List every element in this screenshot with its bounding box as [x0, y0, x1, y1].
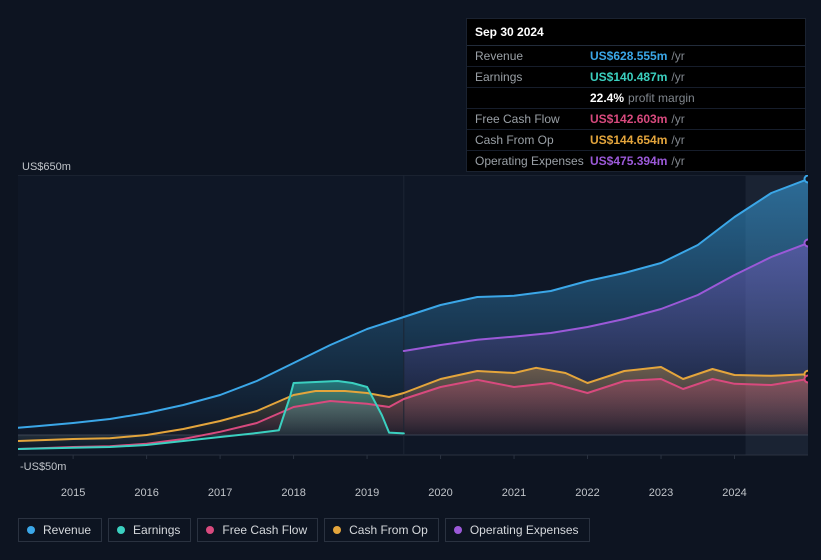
tooltip-value: 22.4% [590, 91, 624, 105]
tooltip-suffix: /yr [671, 70, 684, 84]
chart-container: Sep 30 2024 RevenueUS$628.555m/yrEarning… [0, 0, 821, 560]
legend-item[interactable]: Free Cash Flow [197, 518, 318, 542]
legend-dot-icon [117, 526, 125, 534]
legend-label: Earnings [133, 523, 180, 537]
tooltip-label: Revenue [475, 49, 590, 63]
chart-plot[interactable] [18, 175, 808, 480]
legend-label: Free Cash Flow [222, 523, 307, 537]
tooltip-value: US$140.487m [590, 70, 667, 84]
legend-label: Revenue [43, 523, 91, 537]
legend-label: Operating Expenses [470, 523, 579, 537]
x-axis-tick-label: 2017 [208, 487, 232, 499]
x-axis-tick-label: 2024 [722, 487, 746, 499]
tooltip-value: US$142.603m [590, 112, 667, 126]
legend-dot-icon [333, 526, 341, 534]
tooltip-date: Sep 30 2024 [467, 19, 805, 46]
tooltip-row: Cash From OpUS$144.654m/yr [467, 130, 805, 151]
tooltip-panel: Sep 30 2024 RevenueUS$628.555m/yrEarning… [466, 18, 806, 172]
legend-dot-icon [454, 526, 462, 534]
x-axis-tick-label: 2019 [355, 487, 379, 499]
legend: Revenue Earnings Free Cash Flow Cash From O… [18, 518, 590, 542]
legend-item[interactable]: Revenue [18, 518, 102, 542]
x-axis-tick-label: 2015 [61, 487, 85, 499]
tooltip-row: Free Cash FlowUS$142.603m/yr [467, 109, 805, 130]
tooltip-suffix: profit margin [628, 91, 695, 105]
tooltip-row: Operating ExpensesUS$475.394m/yr [467, 151, 805, 171]
tooltip-label: Operating Expenses [475, 154, 590, 168]
legend-item[interactable]: Earnings [108, 518, 191, 542]
tooltip-label: Cash From Op [475, 133, 590, 147]
tooltip-row: 22.4% profit margin [467, 88, 805, 109]
tooltip-label: Earnings [475, 70, 590, 84]
tooltip-value: US$628.555m [590, 49, 667, 63]
legend-item[interactable]: Cash From Op [324, 518, 439, 542]
x-axis-tick-label: 2023 [649, 487, 673, 499]
legend-item[interactable]: Operating Expenses [445, 518, 590, 542]
tooltip-suffix: /yr [671, 133, 684, 147]
tooltip-suffix: /yr [671, 112, 684, 126]
legend-dot-icon [27, 526, 35, 534]
tooltip-value: US$475.394m [590, 154, 667, 168]
tooltip-row: EarningsUS$140.487m/yr [467, 67, 805, 88]
tooltip-value: US$144.654m [590, 133, 667, 147]
y-axis-tick-label: US$650m [22, 161, 71, 173]
tooltip-label: Free Cash Flow [475, 112, 590, 126]
x-axis-tick-label: 2018 [281, 487, 305, 499]
x-axis-tick-label: 2021 [502, 487, 526, 499]
legend-dot-icon [206, 526, 214, 534]
x-axis-tick-label: 2016 [134, 487, 158, 499]
legend-label: Cash From Op [349, 523, 428, 537]
tooltip-rows: RevenueUS$628.555m/yrEarningsUS$140.487m… [467, 46, 805, 171]
tooltip-suffix: /yr [671, 49, 684, 63]
x-axis-tick-label: 2022 [575, 487, 599, 499]
x-axis-tick-label: 2020 [428, 487, 452, 499]
tooltip-suffix: /yr [671, 154, 684, 168]
tooltip-row: RevenueUS$628.555m/yr [467, 46, 805, 67]
